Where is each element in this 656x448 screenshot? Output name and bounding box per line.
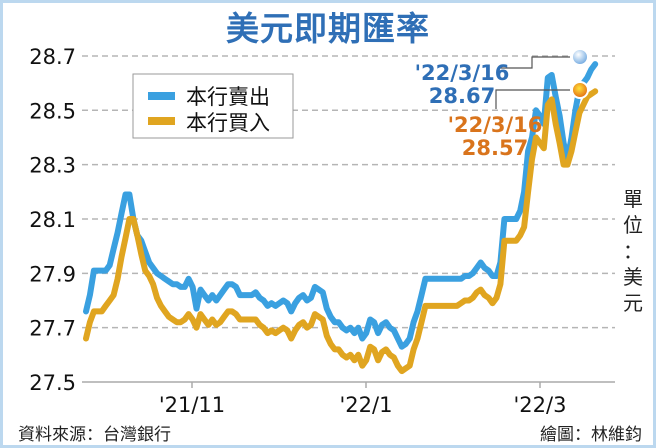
legend-buy-label: 本行買入 [186,111,270,135]
buy-annotation-value: 28.57 [462,136,528,160]
x-tick-label: '21/11 [159,393,225,417]
sell-annotation-date: '22/3/16 [415,61,510,85]
y-tick-label: 28.5 [29,99,76,123]
unit-char: 元 [623,291,643,315]
y-tick-label: 27.9 [29,262,76,286]
sell-annotation-value: 28.67 [429,84,495,108]
legend-sell-label: 本行賣出 [186,85,270,109]
y-tick-label: 27.7 [29,317,76,341]
graphic-credit: 繪圖：林維鈞 [540,425,642,445]
x-tick-label: '22/3 [514,393,567,417]
x-tick-label: '22/1 [340,393,393,417]
unit-char: ： [623,239,643,263]
y-tick-label: 28.1 [29,208,76,232]
x-axis: '21/11 '22/1 '22/3 [82,381,615,417]
y-axis-labels: 28.7 28.5 28.3 28.1 27.9 27.7 27.5 [29,45,76,395]
annotation-sell: '22/3/16 28.67 [415,48,589,108]
legend: 本行賣出 本行買入 [132,73,294,139]
y-tick-label: 27.5 [29,371,76,395]
unit-char: 位 [623,213,643,237]
chart-title: 美元即期匯率 [226,9,430,48]
sell-rate-line [83,61,599,350]
annotation-buy: '22/3/16 28.57 [448,81,589,160]
unit-char: 單 [623,187,643,211]
unit-label: 單 位 ： 美 元 [620,186,646,316]
data-source: 資料來源：台灣銀行 [18,425,171,445]
buy-rate-line [83,88,599,375]
legend-buy-swatch [148,117,175,125]
unit-char: 美 [623,265,643,289]
y-tick-label: 28.7 [29,45,76,69]
legend-sell-swatch [148,92,175,100]
y-tick-label: 28.3 [29,154,76,178]
sell-marker-icon [571,48,589,66]
buy-marker-icon [571,81,589,99]
buy-annotation-date: '22/3/16 [448,113,543,137]
